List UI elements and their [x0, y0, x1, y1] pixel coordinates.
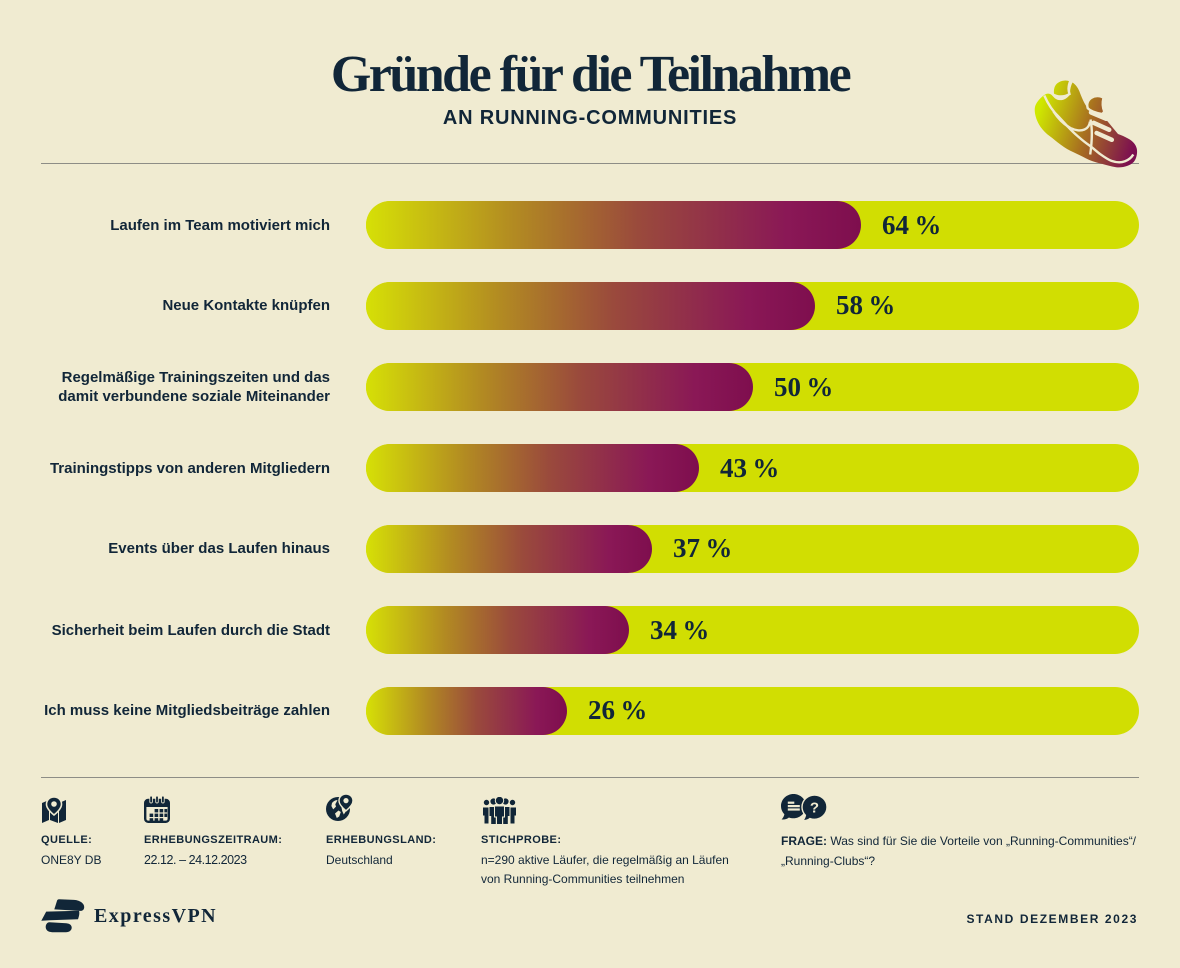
svg-text:?: ? [810, 800, 819, 817]
